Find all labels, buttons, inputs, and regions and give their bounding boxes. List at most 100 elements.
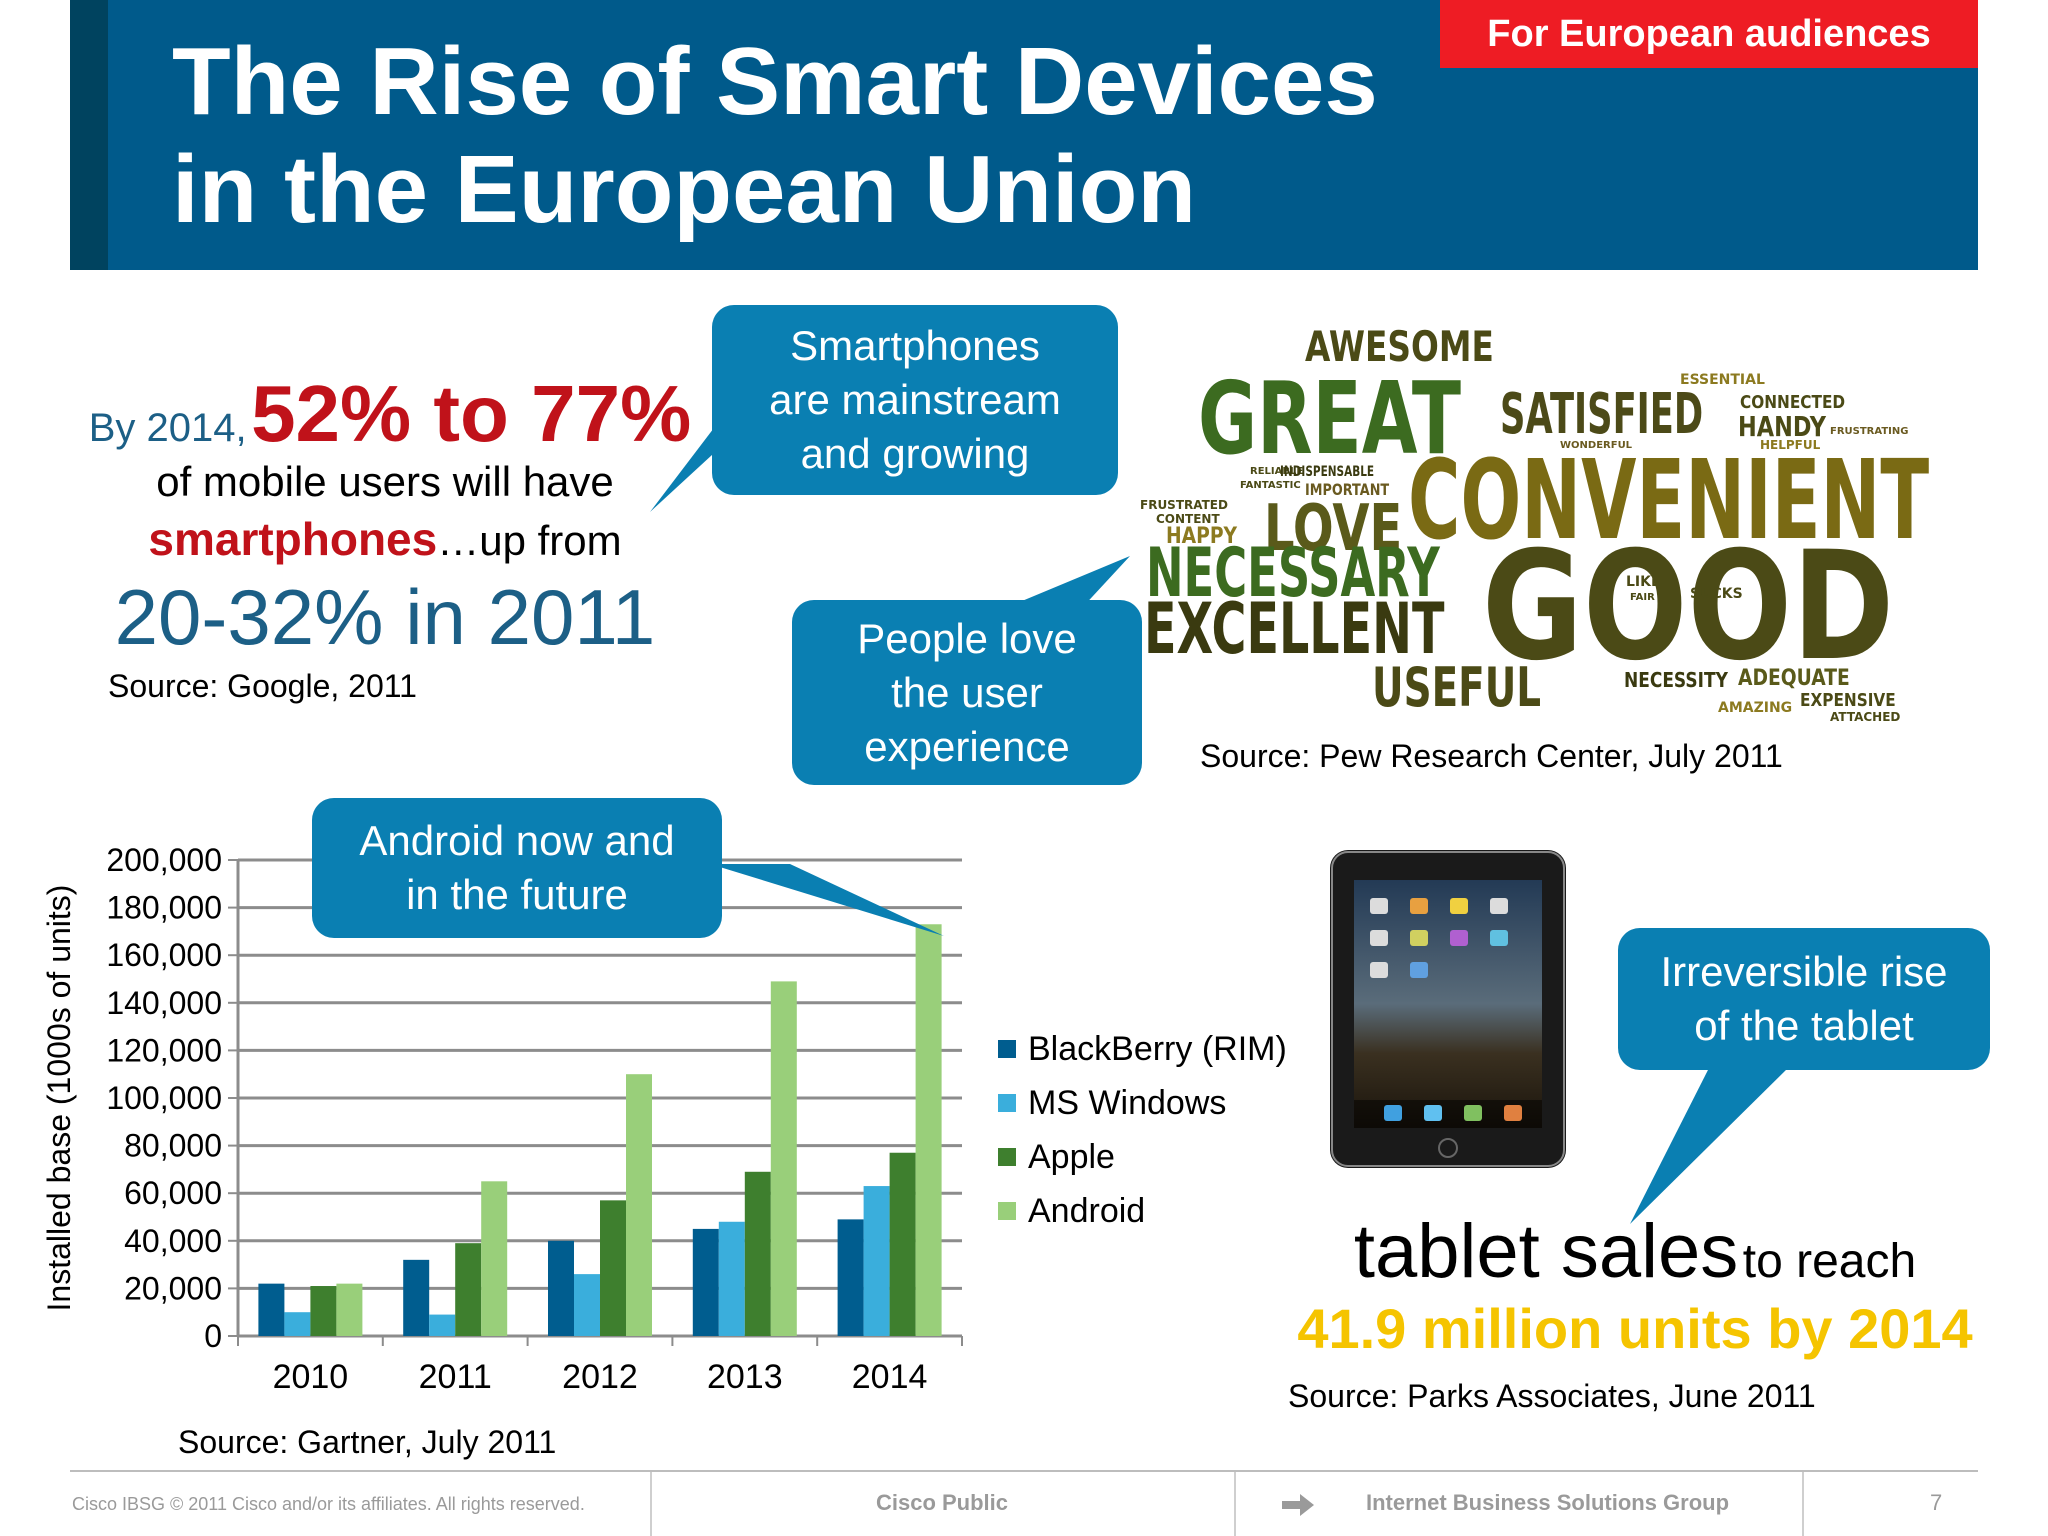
word-wonderful: WONDERFUL [1560, 440, 1633, 451]
legend-swatch-ms-windows [998, 1094, 1016, 1112]
callout-tablet-line-2: of the tablet [1694, 1002, 1914, 1049]
y-axis-label: Installed base (1000s of units) [41, 885, 77, 1312]
callout-ux: People love the user experience [792, 600, 1142, 785]
y-tick-label: 20,000 [124, 1270, 222, 1306]
chart-source: Source: Gartner, July 2011 [178, 1424, 557, 1460]
legend-label-blackberry: BlackBerry (RIM) [1028, 1029, 1287, 1068]
legend-item-blackberry: BlackBerry (RIM) [998, 1022, 1287, 1076]
word-indispensable: INDISPENSABLE [1280, 464, 1375, 480]
word-necessity: NECESSITY [1624, 668, 1728, 692]
x-tick-label: 2010 [273, 1358, 349, 1396]
bar-apple-2012 [600, 1200, 626, 1336]
bar-android-2010 [336, 1283, 363, 1336]
x-tick-label: 2011 [419, 1358, 492, 1396]
callout-ux-pointer [1010, 556, 1130, 610]
bar-android-2013 [770, 981, 797, 1336]
bar-apple-2011 [455, 1243, 482, 1336]
callout-tablet-pointer [1630, 1066, 1790, 1224]
callout-android: Android now and in the future [312, 798, 722, 938]
bar-ms-windows-2011 [429, 1314, 456, 1336]
callout-android-line-1: Android now and [359, 817, 675, 864]
word-content: CONTENT [1156, 512, 1220, 526]
callout-smartphones-line-2: are mainstream [769, 376, 1061, 423]
word-attached: ATTACHED [1830, 710, 1901, 724]
word-essential: ESSENTIAL [1680, 372, 1765, 388]
title-line-1: The Rise of Smart Devices [172, 28, 1378, 135]
footer-page-number: 7 [1930, 1490, 1943, 1515]
stat-line-3: smartphones…up from [70, 512, 700, 566]
y-tick-label: 80,000 [124, 1128, 222, 1164]
footer-divider-3 [1802, 1472, 1804, 1536]
callout-tablet: Irreversible rise of the tablet [1618, 928, 1990, 1070]
chart-legend: BlackBerry (RIM) MS Windows Apple Androi… [998, 1022, 1287, 1238]
bar-blackberry-rim-2014 [837, 1219, 864, 1336]
y-tick-label: 140,000 [106, 985, 222, 1021]
arrow-icon [1282, 1494, 1314, 1516]
bar-android-2012 [626, 1074, 652, 1336]
slide-title: The Rise of Smart Devices in the Europea… [172, 28, 1378, 244]
word-fair: FAIR [1630, 592, 1655, 603]
tablet-units: 41.9 million units by 2014 [1297, 1297, 1973, 1360]
stat-past: 20-32% in 2011 [114, 573, 656, 661]
tablet-sales: tablet sales [1353, 1209, 1739, 1294]
stat-range: 52% to 77% [251, 369, 692, 458]
stat-headline: By 2014, 52% to 77% [70, 368, 710, 460]
legend-item-android: Android [998, 1184, 1287, 1238]
x-tick-label: 2014 [852, 1358, 928, 1396]
word-connected: CONNECTED [1740, 392, 1846, 413]
y-tick-label: 60,000 [124, 1175, 222, 1211]
legend-label-ms-windows: MS Windows [1028, 1083, 1227, 1122]
word-fantastic: FANTASTIC [1240, 480, 1301, 491]
y-tick-label: 40,000 [124, 1223, 222, 1259]
word-important: IMPORTANT [1305, 480, 1390, 499]
bar-blackberry-rim-2011 [403, 1259, 430, 1336]
callout-ux-line-2: the user [891, 668, 1043, 716]
callout-tablet-line-1: Irreversible rise [1660, 948, 1948, 995]
stat-source: Source: Google, 2011 [108, 668, 417, 704]
y-tick-label: 200,000 [106, 842, 222, 878]
stat-smartphones: smartphones [148, 513, 438, 565]
legend-swatch-apple [998, 1148, 1016, 1166]
word-awesome: AWESOME [1305, 322, 1494, 371]
word-satisfied: SATISFIED [1500, 382, 1704, 447]
y-tick-label: 160,000 [106, 937, 222, 973]
word-great: GREAT [1198, 360, 1461, 477]
word-helpful: HELPFUL [1760, 438, 1821, 452]
word-adequate: ADEQUATE [1738, 666, 1850, 691]
callout-ux-line-1: People love [857, 614, 1077, 662]
legend-label-android: Android [1028, 1191, 1146, 1230]
wordcloud-source: Source: Pew Research Center, July 2011 [1200, 738, 1783, 774]
legend-item-apple: Apple [998, 1130, 1287, 1184]
legend-item-ms-windows: MS Windows [998, 1076, 1287, 1130]
word-cloud: AWESOME GREAT SATISFIED ESSENTIAL CONNEC… [1140, 320, 2020, 740]
word-excellent: EXCELLENT [1144, 588, 1445, 670]
callout-android-line-2: in the future [406, 871, 628, 918]
audience-tag: For European audiences [1440, 0, 1978, 68]
word-expensive: EXPENSIVE [1800, 690, 1896, 711]
bar-apple-2014 [889, 1152, 916, 1336]
bar-ms-windows-2012 [574, 1274, 600, 1336]
callout-smartphones: Smartphones are mainstream and growing [712, 305, 1118, 495]
word-frustrating: FRUSTRATING [1830, 426, 1909, 437]
legend-swatch-blackberry [998, 1040, 1016, 1058]
word-frustrated: FRUSTRATED [1140, 498, 1228, 512]
callout-ux-line-3: experience [864, 722, 1070, 770]
callout-smartphones-line-3: and growing [800, 430, 1030, 477]
bar-ms-windows-2010 [284, 1312, 311, 1336]
word-sucks: SUCKS [1690, 586, 1743, 602]
bar-blackberry-rim-2012 [548, 1240, 574, 1336]
x-tick-label: 2013 [707, 1358, 783, 1396]
stat-up-from: …up from [437, 517, 622, 564]
word-necessary: NECESSARY [1146, 534, 1440, 613]
stat-line-2: of mobile users will have [156, 458, 614, 505]
y-tick-label: 120,000 [106, 1032, 222, 1068]
tablet-to-reach: to reach [1742, 1235, 1917, 1288]
x-tick-label: 2012 [562, 1358, 638, 1396]
word-convenient: CONVENIENT [1408, 436, 1930, 564]
footer-rule [70, 1470, 1978, 1472]
word-reliable: RELIABLE [1250, 466, 1304, 477]
y-tick-label: 100,000 [106, 1080, 222, 1116]
y-tick-label: 0 [204, 1318, 222, 1354]
word-amazing: AMAZING [1718, 700, 1793, 716]
word-good: GOOD [1482, 520, 1895, 694]
